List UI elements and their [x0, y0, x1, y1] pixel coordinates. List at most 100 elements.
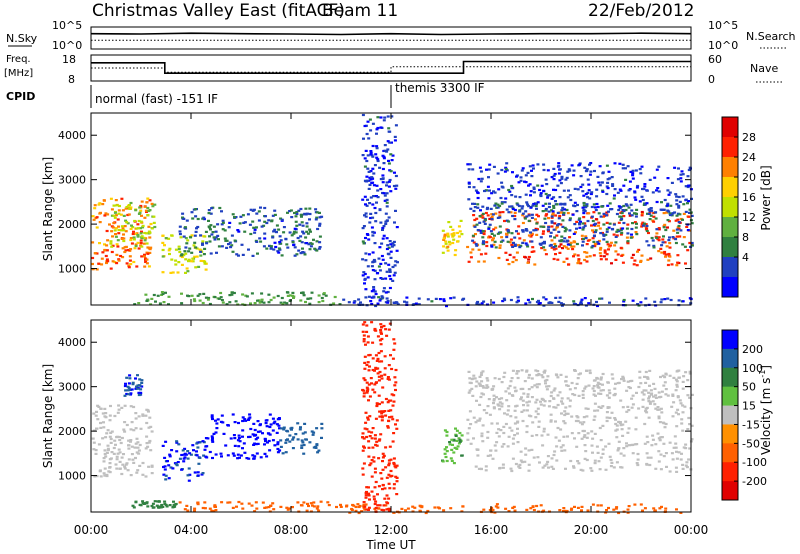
power-cell — [500, 236, 504, 239]
power-cell — [481, 216, 485, 219]
power-cell — [158, 302, 162, 305]
velocity-cell — [149, 449, 153, 452]
power-cell — [368, 221, 372, 224]
velocity-cell — [580, 509, 583, 512]
velocity-cell — [232, 434, 236, 437]
velocity-cell — [648, 402, 652, 405]
velocity-cell — [686, 428, 690, 431]
velocity-cell — [202, 454, 206, 457]
velocity-cell — [275, 423, 279, 426]
power-cell — [488, 217, 492, 220]
velocity-cell — [118, 460, 122, 463]
velocity-cell — [626, 508, 630, 511]
power-cell — [202, 292, 206, 295]
power-cell — [639, 301, 643, 304]
power-cell — [583, 251, 587, 254]
velocity-cell — [284, 439, 288, 442]
power-cell — [487, 236, 491, 239]
velocity-cell — [182, 460, 186, 463]
velocity-cell — [516, 420, 520, 423]
velocity-cell — [516, 427, 519, 430]
velocity-cell — [215, 422, 219, 425]
velocity-cell — [388, 322, 392, 325]
power-cell — [106, 239, 110, 242]
velocity-cell — [485, 377, 489, 380]
velocity-cell — [681, 380, 685, 383]
power-cell — [392, 240, 396, 243]
power-cell — [114, 214, 118, 217]
velocity-cell — [335, 505, 338, 509]
power-cell — [568, 217, 572, 220]
velocity-cell — [564, 406, 568, 409]
power-cell — [101, 203, 105, 206]
power-cell — [493, 234, 496, 237]
velocity-cell — [546, 460, 550, 463]
velocity-cell — [252, 443, 256, 446]
power-cell — [666, 177, 670, 180]
velocity-cell — [622, 377, 625, 380]
power-cell — [606, 178, 610, 181]
power-cell — [511, 171, 514, 174]
velocity-cell — [576, 460, 580, 463]
velocity-cell — [627, 409, 631, 412]
velocity-cell — [130, 421, 134, 424]
velocity-cell — [348, 511, 352, 514]
velocity-cell — [236, 457, 240, 460]
power-cell — [549, 231, 553, 234]
power-cell — [178, 225, 182, 228]
velocity-cell — [395, 493, 399, 496]
power-cell — [168, 247, 172, 250]
velocity-cell — [626, 405, 630, 408]
velocity-cell — [127, 439, 131, 442]
velocity-cell — [387, 497, 391, 500]
velocity-cell — [608, 416, 612, 419]
power-cell — [660, 298, 664, 301]
velocity-band — [203, 413, 282, 460]
power-cell — [552, 257, 556, 261]
power-cell — [364, 180, 368, 183]
power-cell — [496, 203, 500, 206]
velocity-cell — [108, 435, 112, 438]
velocity-cell — [621, 423, 625, 426]
velocity-cell — [684, 443, 688, 446]
power-cell — [488, 163, 492, 166]
velocity-cell — [569, 459, 573, 463]
power-cell — [91, 215, 95, 218]
power-cell — [103, 243, 106, 246]
power-cell — [475, 223, 479, 226]
velocity-cell — [675, 385, 679, 388]
power-cell — [550, 246, 554, 249]
velocity-cell — [110, 451, 114, 454]
velocity-cell — [110, 430, 114, 433]
velocity-cell — [264, 440, 267, 443]
velocity-cell — [231, 506, 235, 509]
velocity-cell — [651, 434, 655, 437]
power-cell — [371, 167, 375, 170]
velocity-cell — [180, 453, 184, 457]
velocity-cell — [664, 373, 668, 376]
power-cell — [385, 198, 389, 201]
velocity-cell — [247, 502, 251, 505]
power-cell — [168, 252, 171, 256]
velocity-cell — [688, 447, 692, 450]
velocity-cell — [370, 437, 374, 440]
power-cell — [487, 176, 490, 179]
power-cell — [147, 209, 151, 213]
power-cell — [662, 208, 665, 211]
velocity-cell — [363, 508, 367, 511]
power-cell — [211, 231, 215, 234]
velocity-band — [131, 500, 178, 509]
velocity-cell — [128, 374, 132, 377]
power-cell — [124, 219, 128, 222]
velocity-cell — [527, 388, 531, 391]
velocity-cell — [639, 382, 643, 385]
power-cell — [576, 262, 580, 265]
power-cell — [644, 297, 648, 300]
power-cell — [275, 231, 278, 234]
power-cell — [532, 229, 536, 232]
velocity-cell — [354, 509, 358, 512]
power-cell — [187, 260, 190, 263]
power-cell — [213, 296, 217, 299]
power-cell — [656, 237, 660, 241]
power-cell — [370, 226, 374, 229]
